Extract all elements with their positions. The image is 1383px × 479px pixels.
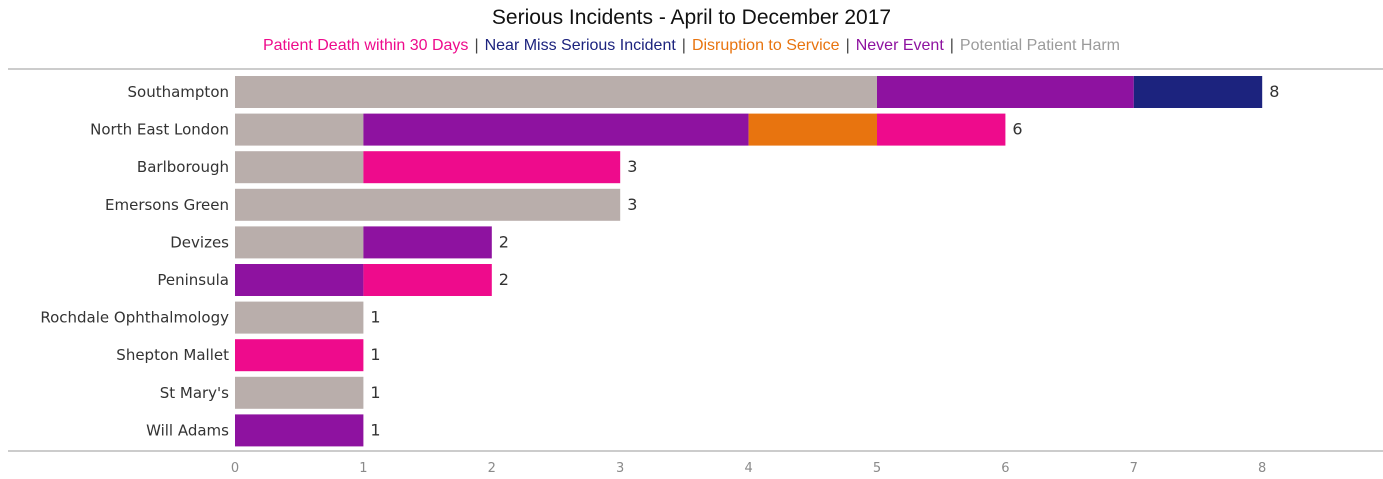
legend-item-potential-harm: Potential Patient Harm — [959, 37, 1120, 54]
x-tick-label: 8 — [1258, 461, 1266, 476]
total-label: 1 — [370, 345, 380, 364]
category-label: Rochdale Ophthalmology — [40, 309, 229, 327]
x-tick-label: 3 — [616, 461, 624, 476]
bar-segment-potential-patient-harm — [235, 301, 364, 334]
legend-item-never-event: Never Event — [855, 37, 944, 54]
category-label: Devizes — [170, 233, 229, 251]
chart-title: Serious Incidents - April to December 20… — [491, 6, 892, 29]
bar-segment-never-event — [363, 226, 492, 259]
bars-layer — [235, 76, 1263, 447]
bar-segment-potential-patient-harm — [235, 188, 621, 221]
total-label: 1 — [370, 383, 380, 402]
x-tick-label: 2 — [488, 461, 496, 476]
total-label: 6 — [1012, 120, 1022, 139]
bar-segment-patient-death-within-30-days — [235, 339, 364, 372]
legend-separator: | — [949, 37, 954, 54]
legend-separator: | — [845, 37, 850, 54]
category-label: Southampton — [128, 83, 229, 101]
chart-legend: Patient Death within 30 Days | Near Miss S… — [0, 37, 1383, 55]
category-labels: Southampton North East London Barlborough E… — [40, 83, 229, 439]
x-tick-label: 5 — [873, 461, 881, 476]
category-label: Shepton Mallet — [116, 346, 229, 364]
bar-segment-never-event — [877, 76, 1134, 108]
legend-item-near-miss: Near Miss Serious Incident — [484, 37, 676, 54]
bar-segment-near-miss-serious-incident — [1133, 76, 1263, 108]
x-tick-label: 1 — [359, 461, 367, 476]
bar-segment-potential-patient-harm — [235, 113, 364, 146]
bar-segment-disruption-to-service — [748, 113, 877, 146]
bar-segment-potential-patient-harm — [235, 376, 364, 409]
bar-segment-never-event — [235, 264, 364, 296]
legend-separator: | — [474, 37, 479, 54]
bar-segment-patient-death-within-30-days — [877, 113, 1006, 146]
x-tick-label: 6 — [1001, 461, 1009, 476]
category-label: Barlborough — [137, 158, 229, 176]
bar-segment-potential-patient-harm — [235, 76, 877, 108]
category-label: North East London — [90, 121, 229, 139]
bar-segment-never-event — [235, 414, 364, 447]
legend-item-disruption: Disruption to Service — [691, 37, 840, 54]
total-label: 2 — [499, 232, 509, 251]
x-tick-label: 0 — [231, 461, 239, 476]
total-label: 3 — [627, 157, 637, 176]
bar-segment-patient-death-within-30-days — [363, 264, 492, 296]
total-label: 3 — [627, 195, 637, 214]
category-label: St Mary's — [160, 384, 229, 402]
bar-segment-potential-patient-harm — [235, 151, 364, 184]
total-labels: 8 6 3 3 2 2 1 1 1 1 — [370, 82, 1279, 439]
legend-separator: | — [681, 37, 686, 54]
category-label: Emersons Green — [105, 196, 229, 214]
x-tick-label: 4 — [744, 461, 752, 476]
total-label: 1 — [370, 420, 380, 439]
bar-segment-potential-patient-harm — [235, 226, 364, 259]
bar-segment-patient-death-within-30-days — [363, 151, 621, 184]
total-label: 2 — [499, 270, 509, 289]
bar-segment-never-event — [363, 113, 749, 146]
category-label: Peninsula — [157, 271, 229, 289]
total-label: 1 — [370, 308, 380, 327]
legend-item-patient-death: Patient Death within 30 Days — [262, 37, 469, 54]
x-tick-label: 7 — [1130, 461, 1138, 476]
category-label: Will Adams — [146, 421, 229, 439]
total-label: 8 — [1269, 82, 1279, 101]
x-axis-ticks: 0123456789 — [231, 461, 1266, 476]
